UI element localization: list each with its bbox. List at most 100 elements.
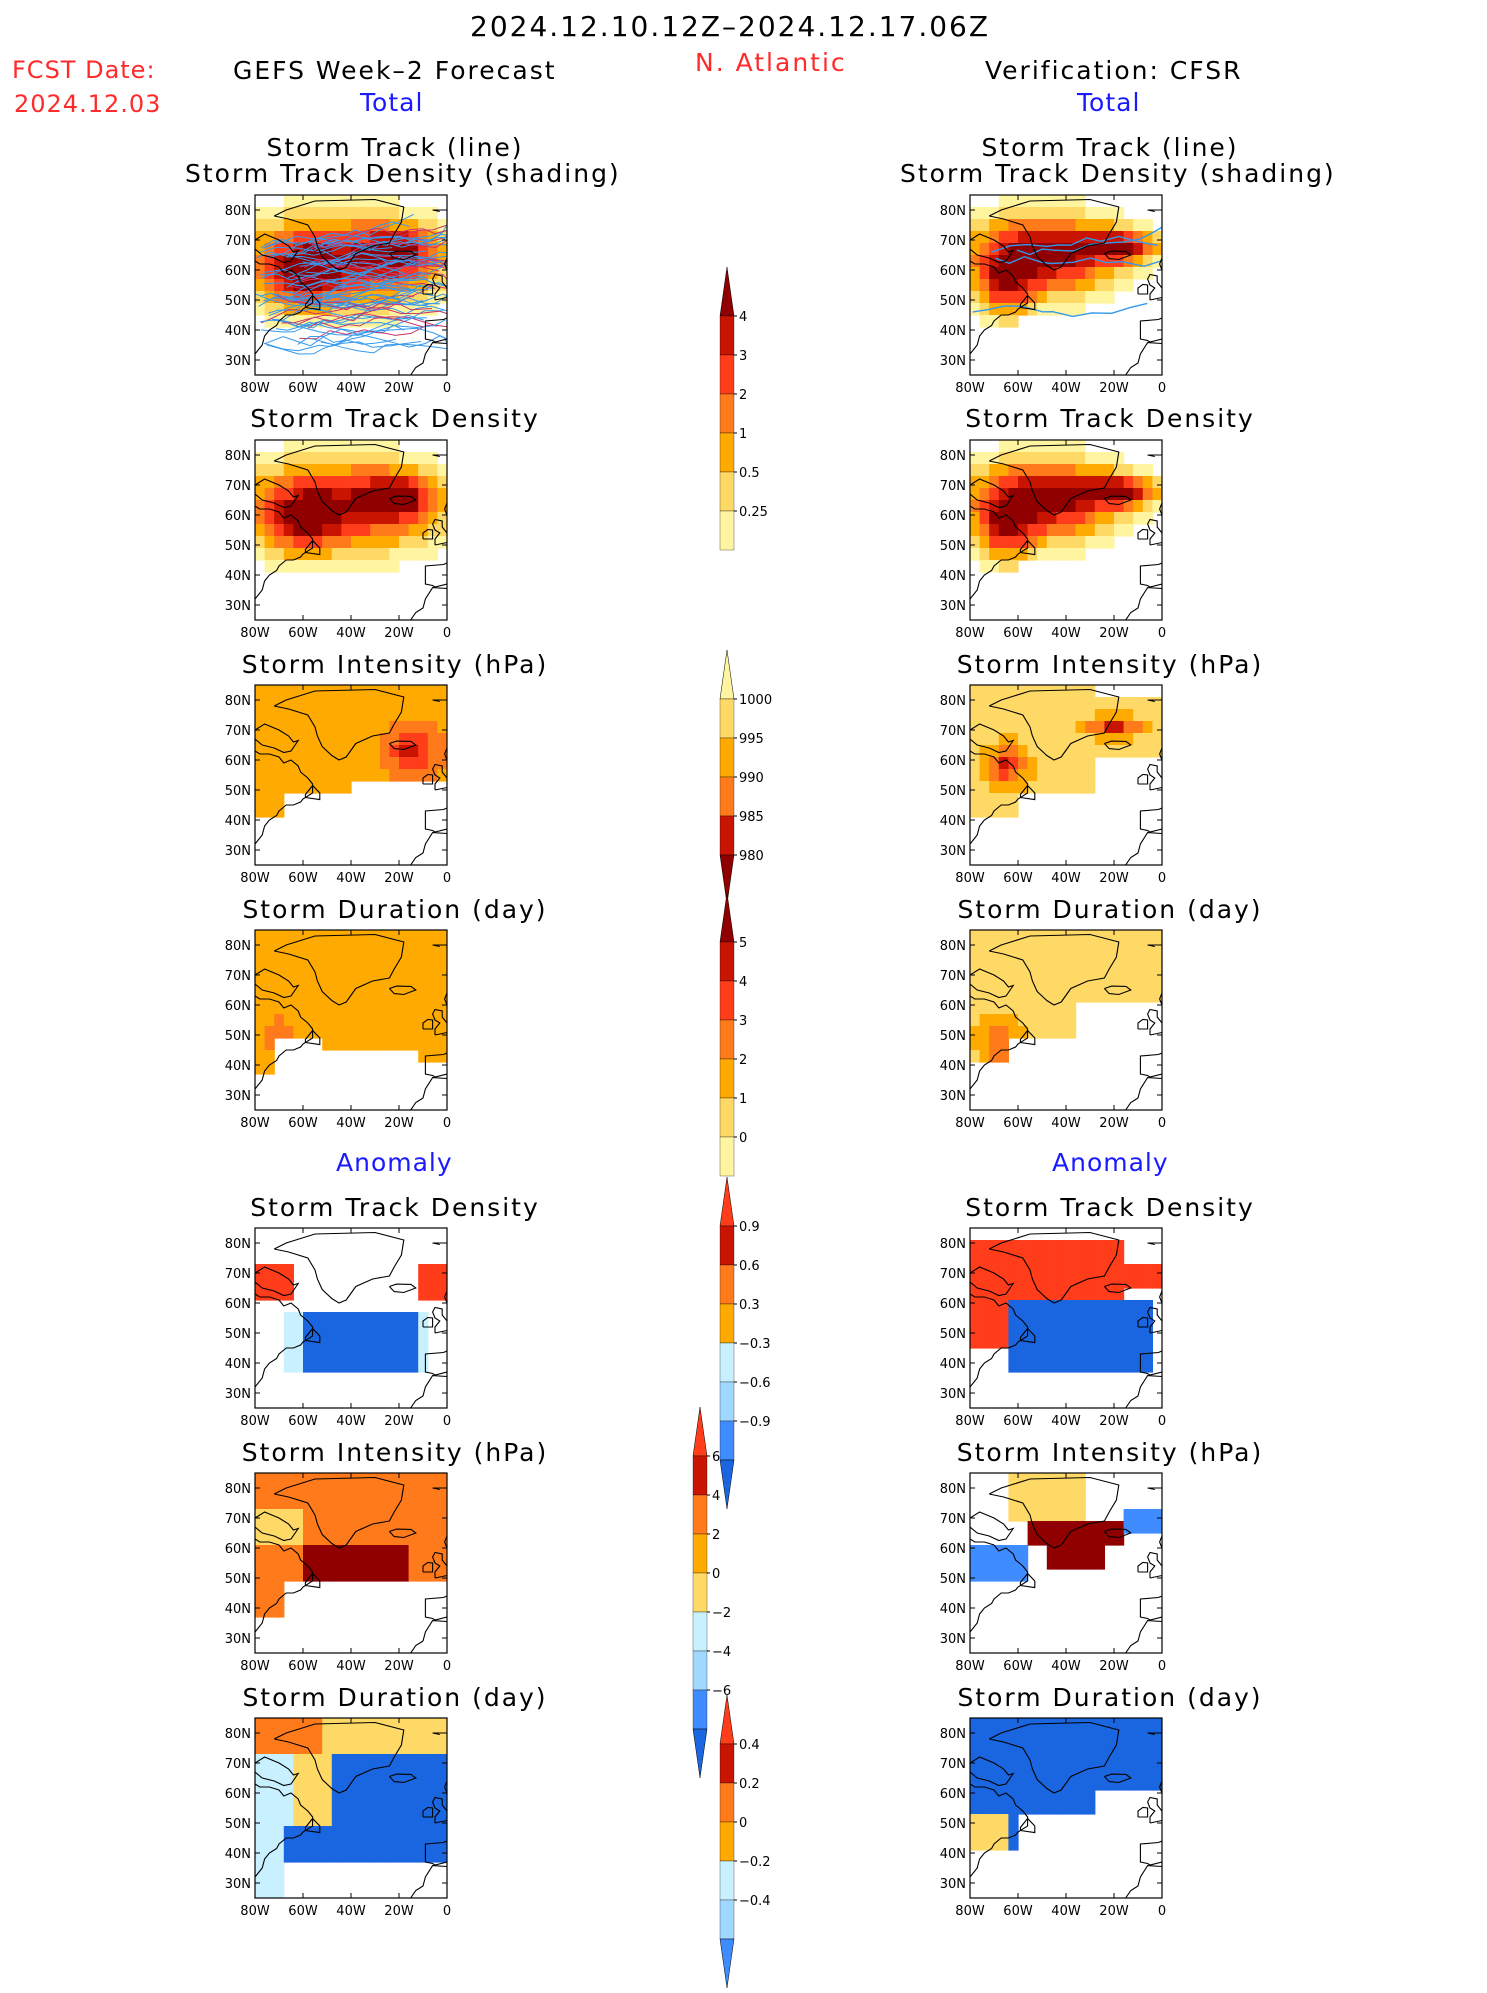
colorbar-label: 0.3 bbox=[739, 1298, 760, 1313]
lon-tick-label: 80W bbox=[955, 1659, 985, 1674]
lon-tick-label: 60W bbox=[1003, 1659, 1033, 1674]
lat-tick-label: 30N bbox=[940, 844, 966, 859]
lat-tick-label: 40N bbox=[940, 814, 966, 829]
panel-title-anom-intensity-right: Storm Intensity (hPa) bbox=[956, 1438, 1264, 1467]
lon-tick-label: 60W bbox=[288, 1659, 318, 1674]
colorbar-label: 0 bbox=[712, 1567, 720, 1582]
lat-tick-label: 70N bbox=[940, 1267, 966, 1282]
colorbar-anom-duration: 0.4 0.2 0 −0.2 −0.4 bbox=[719, 1690, 810, 1993]
colorbar-label: 0.5 bbox=[739, 466, 760, 481]
colorbar-label: −4 bbox=[712, 1645, 731, 1660]
lat-tick-label: 50N bbox=[940, 1029, 966, 1044]
lat-tick-label: 30N bbox=[940, 1387, 966, 1402]
lat-tick-label: 60N bbox=[225, 509, 251, 524]
lat-tick-label: 70N bbox=[225, 724, 251, 739]
lon-tick-label: 60W bbox=[288, 626, 318, 641]
lat-tick-label: 80N bbox=[225, 1237, 251, 1252]
colorbar-label: 2 bbox=[712, 1528, 720, 1543]
lon-tick-label: 80W bbox=[955, 626, 985, 641]
forecast-title: GEFS Week–2 Forecast bbox=[233, 56, 557, 85]
colorbar-label: −0.4 bbox=[739, 1894, 771, 1909]
colorbar-label: 0.4 bbox=[739, 1738, 760, 1753]
lat-tick-label: 40N bbox=[225, 569, 251, 584]
colorbar-label: 4 bbox=[739, 975, 747, 990]
lon-tick-label: 20W bbox=[384, 626, 414, 641]
lat-tick-label: 30N bbox=[225, 1877, 251, 1892]
lat-tick-label: 50N bbox=[225, 784, 251, 799]
lat-tick-label: 80N bbox=[940, 1482, 966, 1497]
lon-tick-label: 20W bbox=[384, 871, 414, 886]
colorbar-label: 1 bbox=[739, 1092, 747, 1107]
lat-tick-label: 30N bbox=[225, 354, 251, 369]
map-track-density-verification: 80N 70N 60N 50N 40N 30N 80W 60W 40W 20W 0 bbox=[924, 439, 1166, 646]
lon-tick-label: 60W bbox=[288, 1414, 318, 1429]
lat-tick-label: 40N bbox=[225, 1602, 251, 1617]
lon-tick-label: 40W bbox=[336, 1904, 366, 1919]
lon-tick-label: 20W bbox=[1099, 1904, 1129, 1919]
panel-title-track-density-right: Storm Track Density bbox=[965, 404, 1255, 433]
map-intensity-verification: 80N 70N 60N 50N 40N 30N 80W 60W 40W 20W 0 bbox=[924, 684, 1166, 891]
lat-tick-label: 80N bbox=[940, 204, 966, 219]
lat-tick-label: 40N bbox=[940, 1059, 966, 1074]
lat-tick-label: 30N bbox=[940, 354, 966, 369]
panel-title-duration-left: Storm Duration (day) bbox=[242, 895, 548, 924]
colorbar-intensity: 1000 995 990 985 980 bbox=[719, 645, 810, 909]
lon-tick-label: 0 bbox=[443, 626, 451, 641]
lat-tick-label: 80N bbox=[225, 1482, 251, 1497]
lon-tick-label: 80W bbox=[240, 1116, 270, 1131]
lon-tick-label: 20W bbox=[384, 381, 414, 396]
lon-tick-label: 0 bbox=[1158, 626, 1166, 641]
lat-tick-label: 50N bbox=[225, 1817, 251, 1832]
lon-tick-label: 80W bbox=[240, 871, 270, 886]
lat-tick-label: 40N bbox=[940, 1602, 966, 1617]
lat-tick-label: 50N bbox=[940, 294, 966, 309]
colorbar-label: 980 bbox=[739, 849, 764, 864]
lon-tick-label: 20W bbox=[384, 1659, 414, 1674]
total-label-left: Total bbox=[360, 88, 424, 117]
lon-tick-label: 60W bbox=[1003, 1904, 1033, 1919]
lon-tick-label: 20W bbox=[1099, 381, 1129, 396]
colorbar-duration: 5 4 3 2 1 0 bbox=[719, 888, 810, 1191]
region-title: N. Atlantic bbox=[695, 48, 847, 77]
colorbar-label: 6 bbox=[712, 1450, 720, 1465]
lon-tick-label: 80W bbox=[955, 381, 985, 396]
colorbar-anom-track-density: 0.9 0.6 0.3 −0.3 −0.6 −0.9 bbox=[719, 1172, 810, 1514]
lat-tick-label: 50N bbox=[940, 539, 966, 554]
lon-tick-label: 80W bbox=[240, 1659, 270, 1674]
lon-tick-label: 0 bbox=[443, 381, 451, 396]
panel-title-track-line-right: Storm Track (line) bbox=[981, 133, 1239, 162]
lon-tick-label: 80W bbox=[240, 1904, 270, 1919]
lat-tick-label: 40N bbox=[940, 324, 966, 339]
lat-tick-label: 60N bbox=[225, 1297, 251, 1312]
panel-title-anom-intensity-left: Storm Intensity (hPa) bbox=[241, 1438, 549, 1467]
lon-tick-label: 40W bbox=[336, 1414, 366, 1429]
lat-tick-label: 70N bbox=[225, 969, 251, 984]
lat-tick-label: 80N bbox=[940, 939, 966, 954]
lon-tick-label: 0 bbox=[443, 1414, 451, 1429]
lat-tick-label: 60N bbox=[225, 1542, 251, 1557]
lat-tick-label: 70N bbox=[940, 479, 966, 494]
map-anom-intensity-forecast: 80N 70N 60N 50N 40N 30N 80W 60W 40W 20W 0 bbox=[209, 1472, 451, 1679]
map-track-line-verification: 80N 70N 60N 50N 40N 30N 80W 60W 40W 20W 0 bbox=[924, 194, 1166, 401]
map-anom-intensity-verification: 80N 70N 60N 50N 40N 30N 80W 60W 40W 20W 0 bbox=[924, 1472, 1166, 1679]
lat-tick-label: 80N bbox=[225, 449, 251, 464]
lat-tick-label: 40N bbox=[225, 324, 251, 339]
lon-tick-label: 0 bbox=[443, 1904, 451, 1919]
lat-tick-label: 60N bbox=[940, 264, 966, 279]
lon-tick-label: 80W bbox=[955, 871, 985, 886]
lon-tick-label: 40W bbox=[336, 871, 366, 886]
lon-tick-label: 60W bbox=[1003, 626, 1033, 641]
colorbar-label: 0.2 bbox=[739, 1777, 760, 1792]
map-track-line-forecast: 80N 70N 60N 50N 40N 30N 80W 60W 40W 20W 0 bbox=[209, 194, 451, 401]
lon-tick-label: 80W bbox=[955, 1904, 985, 1919]
lon-tick-label: 20W bbox=[1099, 1116, 1129, 1131]
map-anom-duration-verification: 80N 70N 60N 50N 40N 30N 80W 60W 40W 20W 0 bbox=[924, 1717, 1166, 1924]
lat-tick-label: 30N bbox=[225, 844, 251, 859]
lat-tick-label: 80N bbox=[940, 1727, 966, 1742]
panel-title-track-line-left: Storm Track (line) bbox=[266, 133, 524, 162]
lat-tick-label: 30N bbox=[940, 1089, 966, 1104]
date-range-title: 2024.12.10.12Z–2024.12.17.06Z bbox=[470, 10, 991, 43]
verification-title: Verification: CFSR bbox=[985, 56, 1243, 85]
lat-tick-label: 70N bbox=[225, 1267, 251, 1282]
lat-tick-label: 30N bbox=[940, 599, 966, 614]
